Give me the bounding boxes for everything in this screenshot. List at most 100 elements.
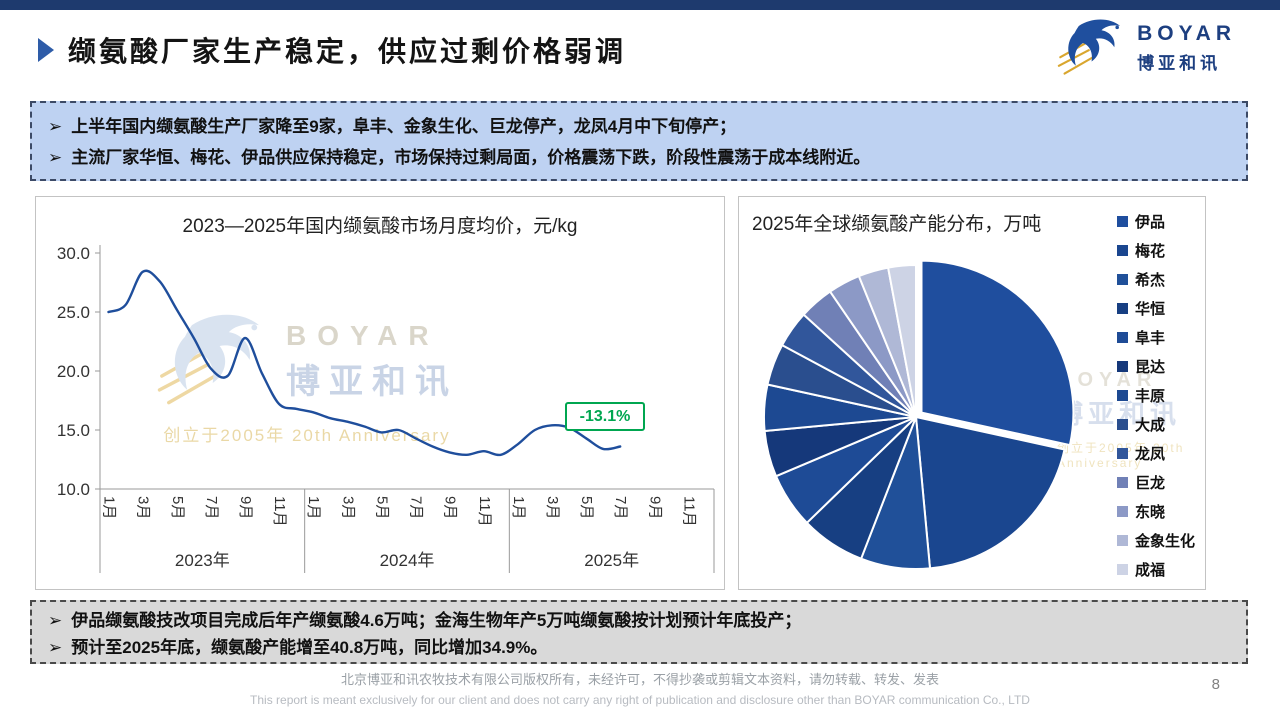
legend-label: 伊品 xyxy=(1134,214,1165,231)
outlook-bullet-1-text: 伊品缬氨酸技改项目完成后年产缬氨酸4.6万吨；金海生物年产5万吨缬氨酸按计划预计… xyxy=(71,611,802,630)
legend-item: 大成 xyxy=(1116,414,1195,435)
title-arrow-icon xyxy=(38,38,54,62)
page-number: 8 xyxy=(1211,676,1220,693)
price-chart-panel: BOYAR 博亚和讯 创立于2005年 20th Anniversary 30.… xyxy=(35,196,725,590)
outlook-bullet-2: ➢ 预计至2025年底，缬氨酸产能增至40.8万吨，同比增加34.9%。 xyxy=(48,634,1230,661)
x-axis-month-label: 7月 xyxy=(612,496,629,519)
y-axis-tick-label: 30.0 xyxy=(57,244,90,263)
legend-marker-icon xyxy=(1116,303,1128,314)
y-axis-tick-label: 20.0 xyxy=(57,362,90,381)
legend-label: 东晓 xyxy=(1134,504,1165,521)
summary-bullet-1-text: 上半年国内缬氨酸生产厂家降至9家，阜丰、金象生化、巨龙停产，龙凤4月中下旬停产； xyxy=(71,117,737,136)
price-line-chart: 30.0 25.0 20.0 15.0 10.0 2023年 1月 3月 5月 7月 9月 11月 20… xyxy=(57,244,715,573)
legend-item: 丰原 xyxy=(1116,385,1195,406)
legend-label: 华恒 xyxy=(1134,301,1165,318)
legend-item: 东晓 xyxy=(1116,501,1195,522)
bullet-arrow-icon: ➢ xyxy=(48,117,63,136)
x-axis-month-label: 9月 xyxy=(237,496,254,519)
legend-label: 龙凤 xyxy=(1134,446,1165,463)
bullet-arrow-icon: ➢ xyxy=(48,148,63,167)
legend-label: 希杰 xyxy=(1134,272,1165,289)
legend-marker-icon xyxy=(1116,245,1128,256)
slide-title: 缬氨酸厂家生产稳定，供应过剩价格弱调 xyxy=(68,36,627,67)
price-line-series xyxy=(107,269,622,457)
legend-marker-icon xyxy=(1116,216,1128,227)
summary-bullet-2: ➢ 主流厂家华恒、梅花、伊品供应保持稳定，市场保持过剩局面，价格震荡下跌，阶段性… xyxy=(48,142,1230,173)
summary-callout-box: ➢ 上半年国内缬氨酸生产厂家降至9家，阜丰、金象生化、巨龙停产，龙凤4月中下旬停… xyxy=(30,101,1248,181)
logo-brand-en: BOYAR xyxy=(1137,22,1236,45)
legend-item: 龙凤 xyxy=(1116,443,1195,464)
boyar-logo: BOYAR 博亚和讯 xyxy=(1057,16,1236,80)
legend-item: 伊品 xyxy=(1116,211,1195,232)
x-axis-month-label: 1月 xyxy=(101,496,118,519)
legend-marker-icon xyxy=(1116,564,1128,575)
legend-label: 阜丰 xyxy=(1134,330,1165,347)
footer-disclaimer-cn: 北京博亚和讯农牧技术有限公司版权所有，未经许可，不得抄袭或剪辑文本资料，请勿转载… xyxy=(340,672,939,687)
legend-marker-icon xyxy=(1116,535,1128,546)
x-axis-month-label: 3月 xyxy=(135,496,152,519)
legend-item: 梅花 xyxy=(1116,240,1195,261)
bullet-arrow-icon: ➢ xyxy=(48,611,63,630)
capacity-chart-panel: BOYAR 博亚和讯 创立于2005年 20th Anniversary 202… xyxy=(738,196,1206,590)
y-axis-tick-label: 15.0 xyxy=(57,421,90,440)
legend-item: 华恒 xyxy=(1116,298,1195,319)
legend-label: 丰原 xyxy=(1134,388,1165,405)
summary-bullet-1: ➢ 上半年国内缬氨酸生产厂家降至9家，阜丰、金象生化、巨龙停产，龙凤4月中下旬停… xyxy=(48,111,1230,142)
legend-label: 昆达 xyxy=(1134,359,1165,376)
legend-label: 梅花 xyxy=(1134,243,1165,260)
legend-marker-icon xyxy=(1116,477,1128,488)
footer: 北京博亚和讯农牧技术有限公司版权所有，未经许可，不得抄袭或剪辑文本资料，请勿转载… xyxy=(0,670,1280,710)
x-axis-month-label: 3月 xyxy=(544,496,561,519)
top-accent-bar xyxy=(0,0,1280,10)
outlook-bullet-2-text: 预计至2025年底，缬氨酸产能增至40.8万吨，同比增加34.9%。 xyxy=(71,638,548,657)
x-axis-month-label: 5月 xyxy=(169,496,186,519)
line-chart-title: 2023—2025年国内缬氨酸市场月度均价，元/kg xyxy=(182,216,578,237)
pie-slice-梅花 xyxy=(915,416,1066,570)
slide-header: 缬氨酸厂家生产稳定，供应过剩价格弱调 xyxy=(38,30,626,70)
x-axis-month-label: 9月 xyxy=(442,496,459,519)
legend-marker-icon xyxy=(1116,361,1128,372)
x-axis-month-label: 5月 xyxy=(578,496,595,519)
y-axis-tick-label: 25.0 xyxy=(57,303,90,322)
legend-label: 大成 xyxy=(1134,417,1165,434)
capacity-pie-chart xyxy=(763,259,1075,570)
boyar-bird-icon xyxy=(1057,16,1129,80)
x-axis-month-label: 3月 xyxy=(339,496,356,519)
bullet-arrow-icon: ➢ xyxy=(48,638,63,657)
x-axis-month-label: 11月 xyxy=(271,496,288,527)
pie-chart-title: 2025年全球缬氨酸产能分布，万吨 xyxy=(752,214,1042,235)
logo-brand-cn: 博亚和讯 xyxy=(1137,54,1222,73)
x-axis-month-label: 1月 xyxy=(510,496,527,519)
legend-marker-icon xyxy=(1116,506,1128,517)
summary-bullet-2-text: 主流厂家华恒、梅花、伊品供应保持稳定，市场保持过剩局面，价格震荡下跌，阶段性震荡… xyxy=(71,148,871,167)
x-axis-month-label: 7月 xyxy=(408,496,425,519)
outlook-callout-box: ➢ 伊品缬氨酸技改项目完成后年产缬氨酸4.6万吨；金海生物年产5万吨缬氨酸按计划… xyxy=(30,600,1248,664)
price-change-annotation: -13.1% xyxy=(565,402,645,431)
x-axis-year-label: 2023年 xyxy=(175,551,230,570)
legend-item: 成福 xyxy=(1116,559,1195,580)
pie-slice-成福 xyxy=(887,264,917,418)
x-axis-month-label: 9月 xyxy=(646,496,663,519)
logo-text: BOYAR 博亚和讯 xyxy=(1137,22,1236,74)
legend-item: 希杰 xyxy=(1116,269,1195,290)
pie-legend: 伊品梅花希杰华恒阜丰昆达丰原大成龙凤巨龙东晓金象生化成福 xyxy=(1116,211,1195,580)
legend-item: 金象生化 xyxy=(1116,530,1195,551)
legend-marker-icon xyxy=(1116,448,1128,459)
x-axis-month-label: 1月 xyxy=(305,496,322,519)
legend-label: 成福 xyxy=(1134,562,1165,579)
outlook-bullet-1: ➢ 伊品缬氨酸技改项目完成后年产缬氨酸4.6万吨；金海生物年产5万吨缬氨酸按计划… xyxy=(48,607,1230,634)
x-axis-year-label: 2025年 xyxy=(584,551,639,570)
footer-disclaimer-en: This report is meant exclusively for our… xyxy=(250,693,1030,707)
x-axis-month-label: 5月 xyxy=(373,496,390,519)
legend-item: 阜丰 xyxy=(1116,327,1195,348)
x-axis-month-label: 11月 xyxy=(680,496,697,527)
legend-marker-icon xyxy=(1116,332,1128,343)
y-axis-tick-label: 10.0 xyxy=(57,480,90,499)
legend-item: 昆达 xyxy=(1116,356,1195,377)
x-axis-month-label: 7月 xyxy=(203,496,220,519)
x-axis-year-label: 2024年 xyxy=(380,551,435,570)
legend-label: 金象生化 xyxy=(1134,533,1195,550)
pie-slice-伊品 xyxy=(920,259,1075,447)
legend-item: 巨龙 xyxy=(1116,472,1195,493)
legend-label: 巨龙 xyxy=(1134,475,1165,492)
